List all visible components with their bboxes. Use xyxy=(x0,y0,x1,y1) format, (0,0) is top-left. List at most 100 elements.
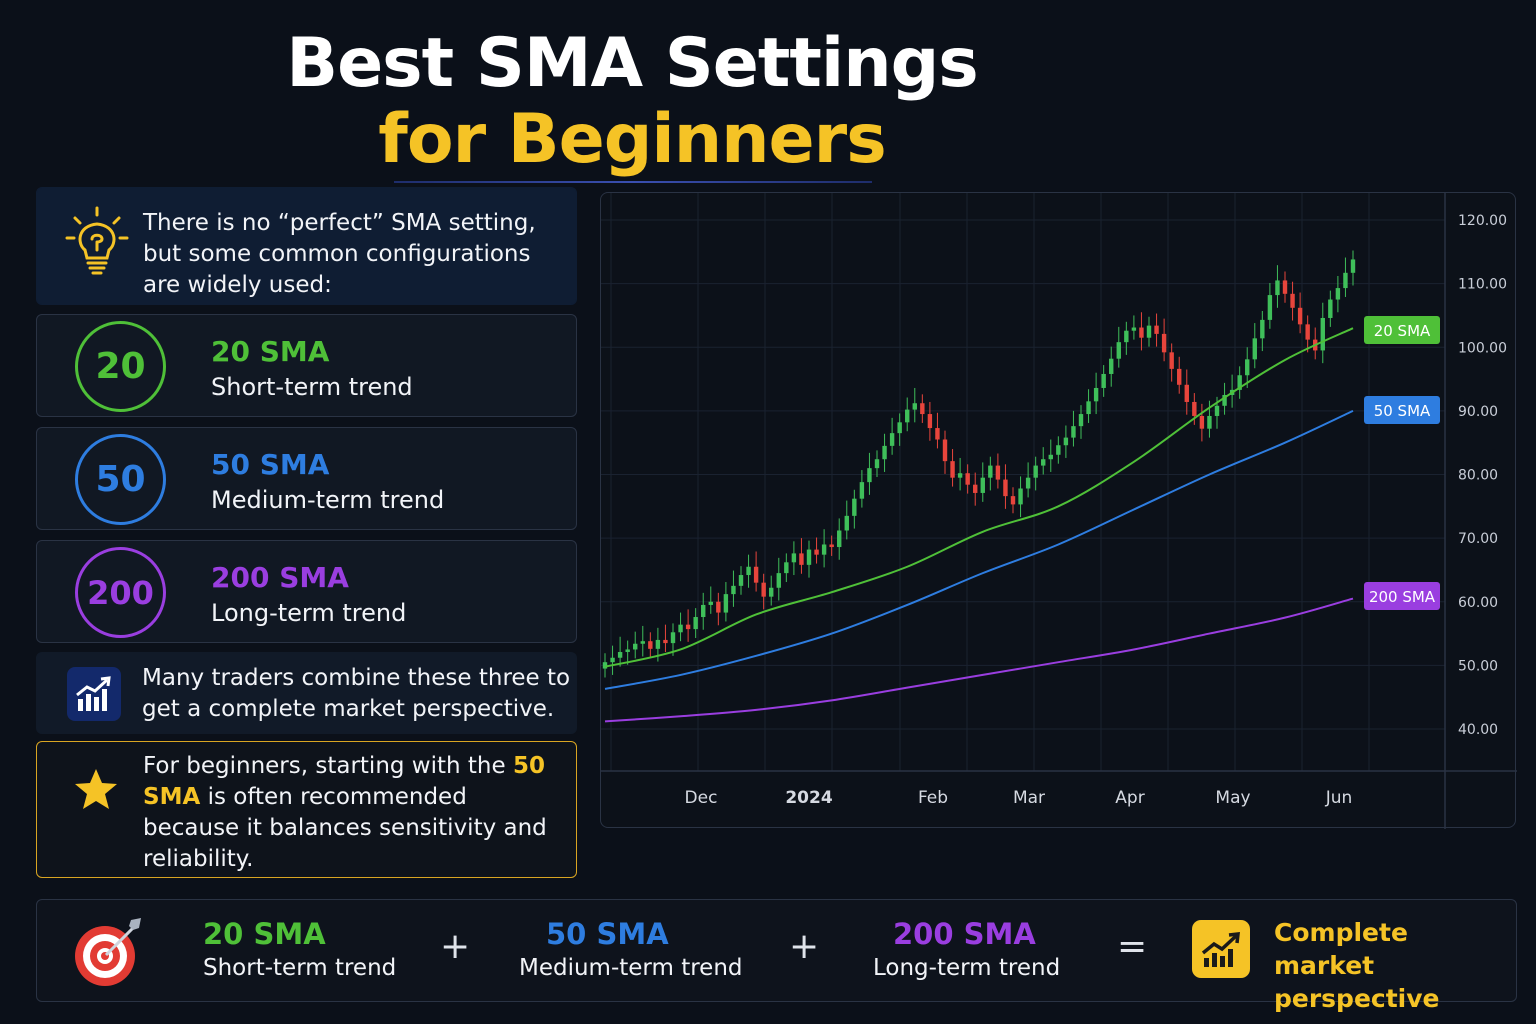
candle-body xyxy=(1214,405,1220,416)
x-tick-label: Feb xyxy=(918,788,948,808)
sma-200-badge: 200 xyxy=(75,547,166,638)
candle-body xyxy=(1124,330,1129,343)
sma-tag-bg xyxy=(1364,316,1440,344)
combine-panel: Many traders combine these three to get … xyxy=(36,652,577,734)
formula-item-20: 20 SMA Short-term trend xyxy=(203,917,396,981)
sma-tag-label: 200 SMA xyxy=(1369,588,1436,606)
candle-body xyxy=(889,433,895,446)
formula-item-200: 200 SMA Long-term trend xyxy=(873,917,1060,981)
sma-tag-bg xyxy=(1364,396,1440,424)
sma-chart: 120.00 110.00 100.00 90.00 80.00 70.00 60.00 50… xyxy=(600,192,1517,829)
candle-body xyxy=(753,566,759,583)
candle-body xyxy=(852,498,857,516)
formula-50-desc: Medium-term trend xyxy=(519,955,743,981)
candle-body xyxy=(761,582,766,597)
candle-body xyxy=(1093,387,1099,402)
candle-body xyxy=(821,544,827,555)
candle-body xyxy=(1199,415,1205,429)
candle-body xyxy=(806,549,812,565)
candle-body xyxy=(776,573,781,588)
title-underline xyxy=(394,181,872,183)
page-subtitle: for Beginners xyxy=(378,100,886,179)
candle-body xyxy=(1078,414,1084,427)
candle-body xyxy=(738,575,744,586)
candle-body xyxy=(1320,317,1325,351)
sma-200-desc: Long-term trend xyxy=(211,599,407,627)
sma-50-badge: 50 xyxy=(75,434,166,525)
star-icon xyxy=(73,767,119,815)
candle-body xyxy=(950,461,955,478)
sma-tag-label: 50 SMA xyxy=(1374,402,1431,420)
candle-body xyxy=(1343,272,1348,289)
candle-body xyxy=(867,468,872,483)
candle-body xyxy=(973,484,978,493)
candle-body xyxy=(1305,324,1310,340)
candle-body xyxy=(1282,280,1288,294)
formula-50-name: 50 SMA xyxy=(546,917,669,951)
candle-body xyxy=(746,566,751,576)
sma-50-desc: Medium-term trend xyxy=(211,486,445,514)
x-tick-label: Dec xyxy=(685,788,718,808)
candle-body xyxy=(920,403,925,415)
candle-body xyxy=(791,553,797,563)
result-text: Complete market perspective xyxy=(1274,918,1440,1013)
formula-item-50: 50 SMA Medium-term trend xyxy=(519,917,743,981)
candle-body xyxy=(1260,319,1265,339)
candle-body xyxy=(1139,327,1144,338)
candle-body xyxy=(1184,384,1189,402)
page-title: Best SMA Settings xyxy=(286,24,979,103)
candle-body xyxy=(670,632,676,644)
candle-body xyxy=(1245,359,1250,376)
candle-body xyxy=(1071,426,1076,438)
plus-sign: + xyxy=(789,926,820,967)
candle-body xyxy=(814,549,819,555)
candle-body xyxy=(874,459,880,469)
candle-body xyxy=(1237,375,1242,390)
sma-20-name: 20 SMA xyxy=(211,335,330,368)
formula-20-desc: Short-term trend xyxy=(203,955,397,981)
sma-20-card: 20 20 SMA Short-term trend xyxy=(36,314,577,417)
candle-body xyxy=(942,439,948,462)
candle-body xyxy=(957,473,963,478)
x-tick-label: Apr xyxy=(1115,788,1144,808)
trending-chart-icon xyxy=(1192,920,1250,978)
sma-tag-label: 20 SMA xyxy=(1374,322,1431,340)
candle-body xyxy=(784,562,789,574)
candle-body xyxy=(988,465,993,478)
sma-200-name: 200 SMA xyxy=(211,561,349,594)
candle-body xyxy=(1252,338,1257,360)
candle-body xyxy=(1169,352,1174,369)
formula-20-name: 20 SMA xyxy=(203,917,326,951)
formula-200-desc: Long-term trend xyxy=(873,955,1061,981)
candle-body xyxy=(1275,280,1280,296)
sma-line-200 xyxy=(604,597,1354,723)
candle-body xyxy=(1177,368,1182,385)
candle-body xyxy=(837,530,842,548)
beginner-text-post: is often recommended because it balances… xyxy=(143,784,547,872)
candle-body xyxy=(965,473,970,485)
candle-body xyxy=(1297,307,1303,325)
candle-body xyxy=(1192,401,1197,416)
candle-body xyxy=(1003,479,1008,497)
y-tick-label: 70.00 xyxy=(1458,531,1498,547)
lightbulb-icon xyxy=(65,206,129,280)
y-tick-label: 90.00 xyxy=(1458,404,1498,420)
candle-body xyxy=(844,515,849,531)
candle-body xyxy=(610,657,615,663)
candle-body xyxy=(1033,465,1038,478)
y-tick-label: 60.00 xyxy=(1458,595,1498,611)
x-tick-label: Jun xyxy=(1325,788,1353,808)
candle-body xyxy=(882,445,887,460)
sma-20-desc: Short-term trend xyxy=(211,373,413,401)
candle-body xyxy=(980,477,985,493)
candle-body xyxy=(1018,488,1023,505)
sma-50-card: 50 50 SMA Medium-term trend xyxy=(36,427,577,530)
candle-body xyxy=(1154,325,1159,334)
candle-body xyxy=(1010,496,1016,505)
candle-body xyxy=(1109,358,1114,374)
candle-body xyxy=(678,624,683,633)
candle-body xyxy=(1161,333,1167,353)
x-tick-label: May xyxy=(1215,788,1250,808)
candle-body xyxy=(625,649,630,653)
candle-body xyxy=(701,604,706,618)
